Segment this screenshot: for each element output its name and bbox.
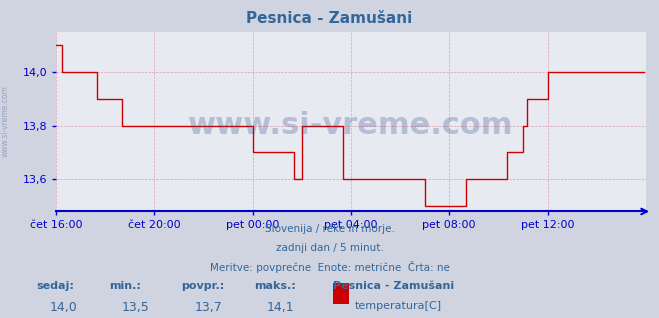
Text: Pesnica - Zamušani: Pesnica - Zamušani	[333, 281, 454, 291]
Text: Slovenija / reke in morje.: Slovenija / reke in morje.	[264, 224, 395, 234]
Text: www.si-vreme.com: www.si-vreme.com	[1, 85, 10, 157]
Text: sedaj:: sedaj:	[36, 281, 74, 291]
Text: maks.:: maks.:	[254, 281, 295, 291]
Text: min.:: min.:	[109, 281, 140, 291]
Text: 14,0: 14,0	[49, 301, 77, 314]
Text: 14,1: 14,1	[267, 301, 295, 314]
Text: Meritve: povprečne  Enote: metrične  Črta: ne: Meritve: povprečne Enote: metrične Črta:…	[210, 261, 449, 273]
Text: povpr.:: povpr.:	[181, 281, 225, 291]
Text: Pesnica - Zamušani: Pesnica - Zamušani	[246, 11, 413, 26]
Text: zadnji dan / 5 minut.: zadnji dan / 5 minut.	[275, 243, 384, 252]
Text: 13,5: 13,5	[122, 301, 150, 314]
Text: www.si-vreme.com: www.si-vreme.com	[188, 111, 513, 140]
Text: temperatura[C]: temperatura[C]	[355, 301, 442, 310]
Text: 13,7: 13,7	[194, 301, 222, 314]
